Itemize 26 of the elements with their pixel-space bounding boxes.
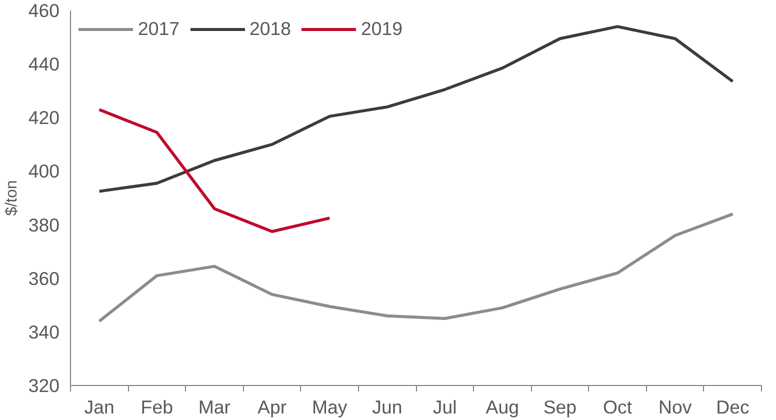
x-tick-label: Jul bbox=[432, 396, 457, 418]
x-tick-label: Jun bbox=[372, 396, 402, 418]
y-tick-label: 320 bbox=[28, 375, 60, 396]
x-tick-label: May bbox=[312, 396, 348, 418]
x-tick-label: Apr bbox=[258, 396, 287, 418]
y-tick-label: 360 bbox=[28, 268, 60, 289]
x-tick-label: Feb bbox=[140, 396, 173, 418]
x-tick-label: Mar bbox=[198, 396, 231, 418]
x-tick-label: Dec bbox=[716, 396, 750, 418]
y-tick-label: 420 bbox=[28, 107, 60, 128]
x-tick-label: Oct bbox=[603, 396, 633, 418]
line-series bbox=[98, 108, 332, 233]
x-tick-label: Sep bbox=[543, 396, 577, 418]
y-tick-label: 440 bbox=[28, 54, 60, 75]
y-tick-label: 460 bbox=[28, 0, 60, 21]
y-tick-label: 380 bbox=[28, 214, 60, 236]
y-tick-label: 340 bbox=[28, 321, 60, 342]
x-tick-label: Aug bbox=[486, 396, 519, 418]
legend-label: 2017 bbox=[138, 18, 180, 40]
x-tick-label: Nov bbox=[658, 396, 692, 418]
line-series bbox=[98, 212, 734, 323]
legend-label: 2019 bbox=[361, 18, 403, 40]
y-tick-label: 400 bbox=[28, 160, 60, 182]
x-tick-label: Jan bbox=[84, 396, 114, 418]
y-axis-title: $/ton bbox=[3, 180, 20, 216]
legend-label: 2018 bbox=[250, 18, 292, 40]
